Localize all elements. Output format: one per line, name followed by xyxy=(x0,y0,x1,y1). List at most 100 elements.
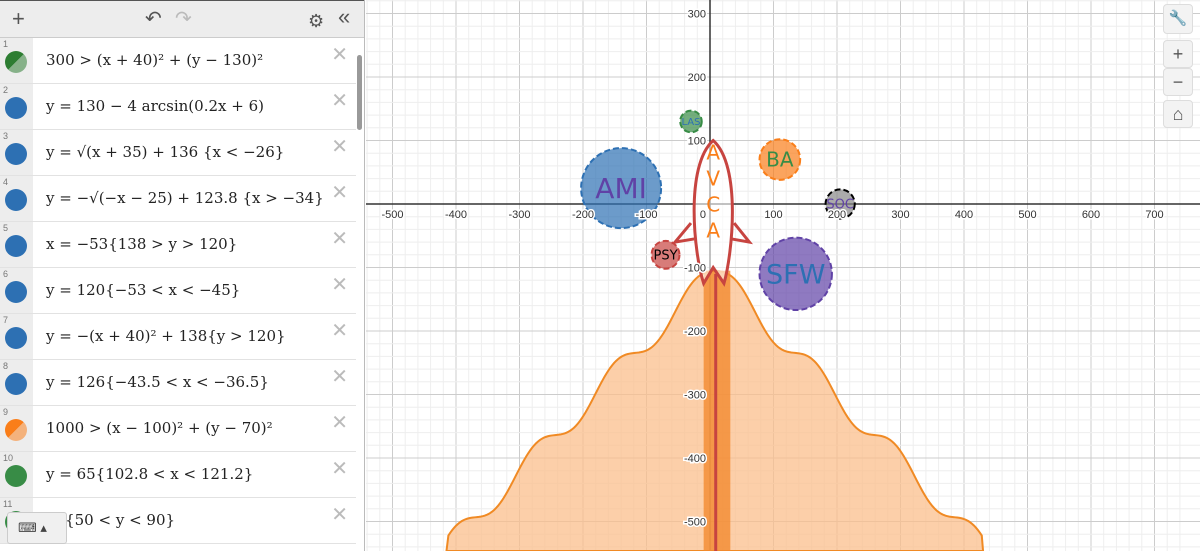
sfw-label: SFW xyxy=(766,259,825,290)
inequality-style-icon[interactable] xyxy=(5,419,27,441)
x-tick-label: 100 xyxy=(764,209,782,221)
row-gutter: 9 xyxy=(0,406,33,451)
row-number: 6 xyxy=(3,269,9,279)
expression-row[interactable]: 1 300 > (x + 40)² + (y − 130)² ✕ xyxy=(0,38,356,84)
expression-input[interactable]: y = 130 − 4 arcsin(0.2x + 6) xyxy=(46,97,264,115)
undo-button[interactable]: ↶ xyxy=(145,8,162,30)
home-button[interactable]: ⌂ xyxy=(1163,100,1193,128)
y-tick-label: -500 xyxy=(684,517,706,529)
x-tick-label: 500 xyxy=(1018,209,1036,221)
row-number: 4 xyxy=(3,177,9,187)
las-circle xyxy=(679,109,703,134)
y-tick-label: -300 xyxy=(684,390,706,402)
delete-expression-icon[interactable]: ✕ xyxy=(331,182,348,204)
delete-expression-icon[interactable]: ✕ xyxy=(331,274,348,296)
curve-style-icon[interactable] xyxy=(5,327,27,349)
expression-row[interactable]: 7 y = −(x + 40)² + 138{y > 120} ✕ xyxy=(0,314,356,360)
curve-style-icon[interactable] xyxy=(5,373,27,395)
curve-style-icon[interactable] xyxy=(5,281,27,303)
expression-input[interactable]: y = 126{−43.5 < x < −36.5} xyxy=(46,373,269,391)
expression-row[interactable]: 2 y = 130 − 4 arcsin(0.2x + 6) ✕ xyxy=(0,84,356,130)
x-tick-label: -500 xyxy=(381,209,403,221)
x-tick-label: -300 xyxy=(508,209,530,221)
redo-button[interactable]: ↷ xyxy=(175,8,192,30)
row-number: 11 xyxy=(3,499,13,509)
x-tick-label: -200 xyxy=(572,209,594,221)
sfw-circle xyxy=(758,236,833,312)
row-gutter: 6 xyxy=(0,268,33,313)
row-number: 9 xyxy=(3,407,9,417)
expression-row[interactable]: 4 y = −√(−x − 25) + 123.8 {x > −34} ✕ xyxy=(0,176,356,222)
expression-toolbar: + ↶ ↷ ⚙ « xyxy=(0,0,364,38)
curve-style-icon[interactable] xyxy=(5,235,27,257)
add-expression-button[interactable]: + xyxy=(12,6,25,31)
expression-panel: + ↶ ↷ ⚙ « 1 300 > (x + 40)² + (y − 130)²… xyxy=(0,0,365,551)
expression-list: 1 300 > (x + 40)² + (y − 130)² ✕ 2 y = 1… xyxy=(0,38,356,544)
curve-style-icon[interactable] xyxy=(5,143,27,165)
row-number: 10 xyxy=(3,453,14,463)
row-gutter: 5 xyxy=(0,222,33,267)
row-number: 3 xyxy=(3,131,9,141)
zoom-out-button[interactable]: − xyxy=(1163,68,1193,96)
psy-label: PSY xyxy=(654,248,678,263)
row-gutter: 10 xyxy=(0,452,33,497)
ami-circle xyxy=(580,147,663,230)
x-tick-label: 600 xyxy=(1082,209,1100,221)
expression-row[interactable]: 5 x = −53{138 > y > 120} ✕ xyxy=(0,222,356,268)
delete-expression-icon[interactable]: ✕ xyxy=(331,504,348,526)
expression-input[interactable]: 1000 > (x − 100)² + (y − 70)² xyxy=(46,419,273,437)
expression-row[interactable]: 8 y = 126{−43.5 < x < −36.5} ✕ xyxy=(0,360,356,406)
x-tick-label: 400 xyxy=(955,209,973,221)
wrench-icon[interactable]: 🔧 xyxy=(1163,4,1193,34)
curve-style-icon[interactable] xyxy=(5,189,27,211)
ba-circle xyxy=(758,138,802,181)
y-tick-label: 100 xyxy=(688,136,706,148)
collapse-panel-button[interactable]: « xyxy=(338,4,351,29)
delete-expression-icon[interactable]: ✕ xyxy=(331,458,348,480)
expression-input[interactable]: x = −53{138 > y > 120} xyxy=(46,235,238,253)
x-tick-label: -400 xyxy=(445,209,467,221)
rocket-fins xyxy=(671,222,754,245)
row-gutter: 3 xyxy=(0,130,33,175)
delete-expression-icon[interactable]: ✕ xyxy=(331,320,348,342)
delete-expression-icon[interactable]: ✕ xyxy=(331,90,348,112)
expression-row[interactable]: 9 1000 > (x − 100)² + (y − 70)² ✕ xyxy=(0,406,356,452)
delete-expression-icon[interactable]: ✕ xyxy=(331,366,348,388)
curve-style-icon[interactable] xyxy=(5,465,27,487)
zoom-in-button[interactable]: + xyxy=(1163,40,1193,68)
expression-row[interactable]: 10 y = 65{102.8 < x < 121.2} ✕ xyxy=(0,452,356,498)
delete-expression-icon[interactable]: ✕ xyxy=(331,228,348,250)
y-tick-label: -400 xyxy=(684,453,706,465)
row-number: 1 xyxy=(3,39,9,49)
row-number: 7 xyxy=(3,315,9,325)
x-tick-label: 0 xyxy=(700,209,706,221)
expression-input[interactable]: 80{50 < y < 90} xyxy=(46,511,176,529)
x-tick-label: 300 xyxy=(891,209,909,221)
las-label: LAS xyxy=(681,117,700,128)
settings-gear-icon[interactable]: ⚙ xyxy=(308,11,325,31)
inequality-style-icon[interactable] xyxy=(5,51,27,73)
delete-expression-icon[interactable]: ✕ xyxy=(331,44,348,66)
expression-input[interactable]: 300 > (x + 40)² + (y − 130)² xyxy=(46,51,264,69)
expression-input[interactable]: y = −(x + 40)² + 138{y > 120} xyxy=(46,327,286,345)
expression-input[interactable]: y = 65{102.8 < x < 121.2} xyxy=(46,465,254,483)
delete-expression-icon[interactable]: ✕ xyxy=(331,136,348,158)
ba-label: BA xyxy=(766,148,794,172)
expression-input[interactable]: y = √(x + 35) + 136 {x < −26} xyxy=(46,143,285,161)
y-tick-label: 300 xyxy=(688,9,706,21)
keyboard-toggle-button[interactable]: ⌨ ▴ xyxy=(7,512,67,544)
expression-input[interactable]: y = 120{−53 < x < −45} xyxy=(46,281,241,299)
expression-row[interactable]: 3 y = √(x + 35) + 136 {x < −26} ✕ xyxy=(0,130,356,176)
row-gutter: 7 xyxy=(0,314,33,359)
curve-style-icon[interactable] xyxy=(5,97,27,119)
row-gutter: 4 xyxy=(0,176,33,221)
graph-canvas[interactable]: AMI LAS BA SOC PSY SFW A V C A -500 -400 -300 -200 -10… xyxy=(366,0,1200,551)
scrollbar[interactable] xyxy=(357,55,362,130)
row-gutter: 2 xyxy=(0,84,33,129)
row-gutter: 1 xyxy=(0,38,33,83)
expression-row[interactable]: 6 y = 120{−53 < x < −45} ✕ xyxy=(0,268,356,314)
expression-input[interactable]: y = −√(−x − 25) + 123.8 {x > −34} xyxy=(46,189,324,207)
row-number: 2 xyxy=(3,85,9,95)
delete-expression-icon[interactable]: ✕ xyxy=(331,412,348,434)
row-gutter: 8 xyxy=(0,360,33,405)
